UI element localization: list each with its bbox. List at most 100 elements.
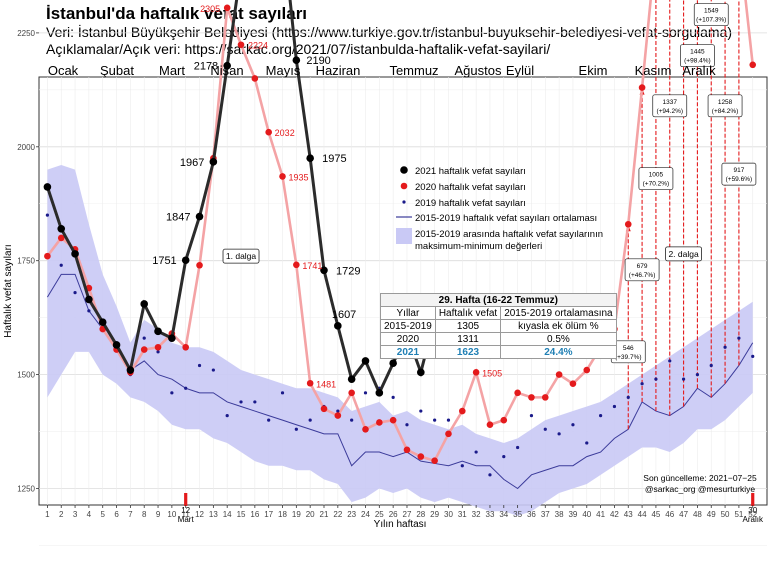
y-tick-label: 1250 xyxy=(17,485,35,494)
x-tick-label: 2 xyxy=(59,510,64,519)
legend-key-2020 xyxy=(400,182,408,190)
wave-label: 1. dalga xyxy=(226,251,257,261)
point-2020 xyxy=(57,234,65,242)
excess-percent: (+46.7%) xyxy=(629,272,656,279)
point-2020 xyxy=(514,389,521,397)
x-tick-label: 41 xyxy=(596,510,605,519)
point-2020 xyxy=(348,389,355,397)
table-head: Yıllar xyxy=(380,306,436,320)
table-cell: 0.5% xyxy=(500,332,617,346)
point-2019 xyxy=(668,359,672,363)
data-label-2020: 2305 xyxy=(200,4,220,14)
x-tick-label: 21 xyxy=(320,510,329,519)
data-label-2020: 1935 xyxy=(289,172,309,182)
point-2021 xyxy=(85,295,93,304)
point-2019 xyxy=(557,432,561,436)
notes-link[interactable]: Açıklamalar/Açık veri: https://sarkac.or… xyxy=(46,41,551,57)
point-2020 xyxy=(445,430,452,438)
x-tick-label: 16 xyxy=(250,510,259,519)
point-2019 xyxy=(599,414,603,418)
x-tick-label: 22 xyxy=(333,510,342,519)
data-label-2021: 1751 xyxy=(152,255,176,267)
date-marker xyxy=(751,493,755,506)
line-2021 xyxy=(45,0,437,397)
line-2020 xyxy=(46,0,755,463)
marker-label: Mart xyxy=(178,515,195,524)
point-2019 xyxy=(170,391,174,395)
point-2019 xyxy=(336,409,340,413)
wave-box xyxy=(665,246,702,262)
data-label-2020: 1505 xyxy=(482,368,502,378)
point-2020 xyxy=(638,84,646,91)
x-tick-label: 14 xyxy=(223,510,232,519)
legend-label: 2021 haftalık vefat sayıları xyxy=(415,166,526,177)
excess-value: 1005 xyxy=(649,172,664,179)
legend-label: 2019 haftalık vefat sayıları xyxy=(415,198,526,209)
date-marker xyxy=(184,493,188,506)
legend-key-2019 xyxy=(402,200,406,204)
month-label: Haziran xyxy=(316,63,361,78)
point-2019 xyxy=(363,391,368,395)
point-2020 xyxy=(140,346,148,353)
x-tick-label: 8 xyxy=(142,510,147,519)
x-tick-label: 49 xyxy=(707,510,716,519)
point-2019 xyxy=(681,377,686,381)
table-cell: 2021 xyxy=(380,345,436,359)
point-2019 xyxy=(350,418,354,422)
excess-value: 1549 xyxy=(704,8,719,15)
x-tick-label: 13 xyxy=(209,510,218,519)
data-label-2021: 1607 xyxy=(332,309,356,321)
point-2021 xyxy=(223,61,231,70)
excess-box xyxy=(624,258,660,282)
point-2020 xyxy=(583,366,591,374)
month-label: Mayıs xyxy=(266,63,301,78)
legend-label: 2015-2019 arasında haftalık vefat sayıla… xyxy=(415,229,603,252)
wave-label: 2. dalga xyxy=(668,249,699,259)
x-tick-label: 37 xyxy=(541,510,550,519)
data-label-2021: 2178 xyxy=(194,61,218,73)
month-label: Şubat xyxy=(100,63,134,78)
point-2020 xyxy=(624,220,632,228)
excess-value: 917 xyxy=(733,167,744,174)
table-cell: kıyasla ek ölüm % xyxy=(500,319,617,333)
marker-label: 12 xyxy=(181,506,190,515)
point-2019 xyxy=(751,354,755,358)
excess-value: 1258 xyxy=(718,99,733,106)
point-2019 xyxy=(59,263,63,267)
point-2021 xyxy=(181,256,190,265)
point-2021 xyxy=(140,300,149,308)
point-2021 xyxy=(98,318,107,327)
month-label: Eylül xyxy=(506,63,534,78)
x-tick-label: 29 xyxy=(430,510,439,519)
point-2019 xyxy=(197,363,202,368)
point-2020 xyxy=(486,421,494,429)
table-head: 2015-2019 ortalamasına xyxy=(500,306,617,320)
data-label-2020: 1741 xyxy=(302,261,322,271)
month-label: Kasım xyxy=(635,63,672,78)
point-2019 xyxy=(419,409,423,413)
x-tick-label: 42 xyxy=(610,510,619,519)
point-2020 xyxy=(569,380,577,388)
point-2021 xyxy=(389,359,397,368)
excess-percent: (+39.7%) xyxy=(615,354,642,361)
point-2019 xyxy=(612,404,617,409)
minmax-band xyxy=(47,165,753,516)
data-label-2020: 1481 xyxy=(316,379,336,389)
point-2019 xyxy=(184,386,188,390)
point-2020 xyxy=(154,343,162,351)
y-axis-title: Haftalık vefat sayıları xyxy=(3,244,14,337)
point-2020 xyxy=(223,4,231,12)
point-2021 xyxy=(71,250,79,258)
excess-box xyxy=(638,167,674,191)
x-tick-label: 46 xyxy=(665,510,674,519)
point-2020 xyxy=(320,405,328,413)
x-tick-label: 28 xyxy=(416,510,425,519)
point-2020 xyxy=(251,75,259,82)
point-2019 xyxy=(156,350,160,354)
x-tick-label: 44 xyxy=(638,510,647,519)
x-tick-label: 23 xyxy=(347,510,356,519)
point-2020 xyxy=(555,371,563,378)
avg-line xyxy=(46,273,754,490)
x-tick-label: 15 xyxy=(237,510,246,519)
x-tick-label: 3 xyxy=(73,510,78,519)
